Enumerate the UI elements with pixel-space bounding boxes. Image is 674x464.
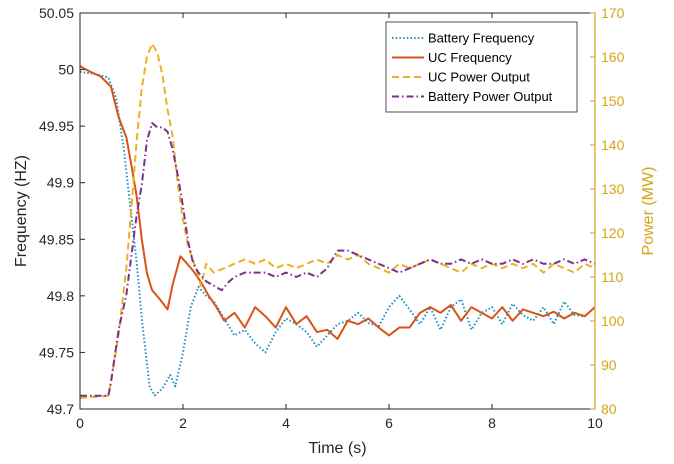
y2-tick-label-0: 80 bbox=[601, 401, 617, 417]
y-axis-title: Frequency (HZ) bbox=[13, 155, 30, 267]
x-tick-label-3: 6 bbox=[385, 415, 393, 431]
y-tick-label-7: 50.05 bbox=[39, 5, 74, 21]
x-tick-label-2: 4 bbox=[282, 415, 290, 431]
y-tick-label-1: 49.75 bbox=[39, 344, 74, 360]
x-axis-title: Time (s) bbox=[308, 440, 366, 457]
y2-tick-label-2: 100 bbox=[601, 313, 625, 329]
legend-label-1: UC Frequency bbox=[428, 50, 512, 65]
axis-ticks bbox=[79, 12, 596, 410]
y2-tick-label-7: 150 bbox=[601, 93, 625, 109]
series-line-0 bbox=[79, 70, 596, 397]
legend: Battery Frequency UC Frequency UC Power Ou… bbox=[385, 21, 578, 113]
y2-tick-label-1: 90 bbox=[601, 357, 617, 373]
y2-tick-label-8: 160 bbox=[601, 49, 625, 65]
y2-tick-label-4: 120 bbox=[601, 225, 625, 241]
x-tick-label-1: 2 bbox=[179, 415, 187, 431]
y2-tick-label-6: 140 bbox=[601, 137, 625, 153]
y-tick-label-6: 50 bbox=[58, 62, 74, 78]
legend-label-0: Battery Frequency bbox=[428, 31, 535, 46]
y2-tick-label-9: 170 bbox=[601, 5, 625, 21]
x-tick-label-0: 0 bbox=[76, 415, 84, 431]
x-tick-label-5: 10 bbox=[587, 415, 603, 431]
y2-axis-title: Power (MW) bbox=[640, 167, 657, 256]
y2-tick-label-5: 130 bbox=[601, 181, 625, 197]
series-line-2 bbox=[79, 42, 596, 399]
legend-label-3: Battery Power Output bbox=[428, 89, 553, 104]
series-line-3 bbox=[80, 122, 596, 397]
y-tick-label-3: 49.85 bbox=[39, 231, 74, 247]
tick-labels: 0 2 4 6 8 10 49.7 49.75 49.8 49.85 49.9 49.95 50 50.0… bbox=[39, 5, 625, 431]
legend-label-2: UC Power Output bbox=[428, 70, 530, 85]
series-layer bbox=[79, 42, 596, 399]
legend-items: Battery Frequency UC Frequency UC Power Ou… bbox=[392, 31, 553, 104]
x-tick-label-4: 8 bbox=[488, 415, 496, 431]
y-tick-label-4: 49.9 bbox=[47, 175, 74, 191]
y-tick-label-0: 49.7 bbox=[47, 401, 74, 417]
y-tick-label-5: 49.95 bbox=[39, 118, 74, 134]
y-tick-label-2: 49.8 bbox=[47, 288, 74, 304]
y2-tick-label-3: 110 bbox=[601, 269, 624, 285]
series-line-1 bbox=[79, 65, 596, 340]
